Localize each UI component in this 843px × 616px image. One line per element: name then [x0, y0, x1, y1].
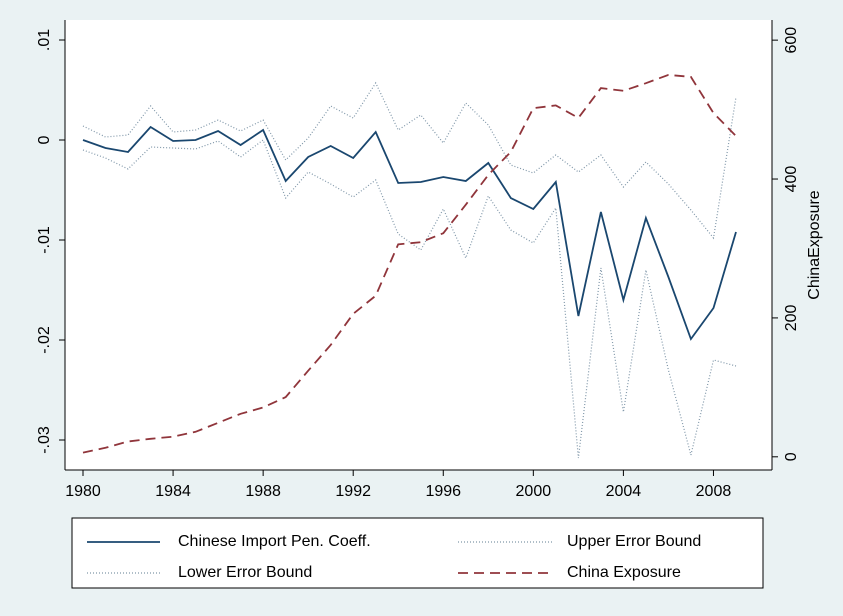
y-tick-label: 0 — [36, 135, 53, 144]
x-tick-label: 1996 — [425, 483, 461, 500]
legend-label: Chinese Import Pen. Coeff. — [178, 533, 371, 550]
x-tick-label: 1988 — [245, 483, 281, 500]
series-line — [82, 125, 737, 341]
y2-tick-label: 600 — [783, 27, 800, 54]
y-tick-label: -.02 — [36, 326, 53, 354]
x-tick-label: 2000 — [516, 483, 552, 500]
y-tick-label: -.01 — [36, 226, 53, 254]
legend-label: Lower Error Bound — [178, 564, 312, 581]
plot-area — [65, 20, 772, 470]
x-tick-label: 1992 — [335, 483, 371, 500]
legend-label: China Exposure — [567, 564, 681, 581]
x-tick-label: 2008 — [696, 483, 732, 500]
legend-box — [71, 517, 764, 589]
series-line — [82, 139, 737, 459]
legend-label: Upper Error Bound — [567, 533, 701, 550]
x-tick-label: 1984 — [155, 483, 191, 500]
y2-tick-label: 200 — [783, 304, 800, 331]
y2-tick-label: 400 — [783, 166, 800, 193]
y2-tick-label: 0 — [783, 452, 800, 461]
x-tick-label: 1980 — [65, 483, 101, 500]
y-tick-label: -.03 — [36, 426, 53, 454]
series-line — [82, 81, 737, 240]
y2-axis-title: ChinaExposure — [806, 190, 823, 300]
y-tick-label: .01 — [36, 29, 53, 51]
x-tick-label: 2004 — [606, 483, 642, 500]
